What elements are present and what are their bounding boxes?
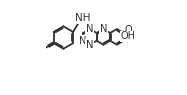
Text: N: N	[86, 40, 94, 50]
Text: N: N	[86, 24, 94, 34]
Text: OH: OH	[121, 31, 136, 41]
Text: N: N	[79, 36, 87, 46]
Text: NH: NH	[75, 13, 91, 23]
Text: N: N	[100, 24, 107, 34]
Text: O: O	[124, 25, 132, 35]
